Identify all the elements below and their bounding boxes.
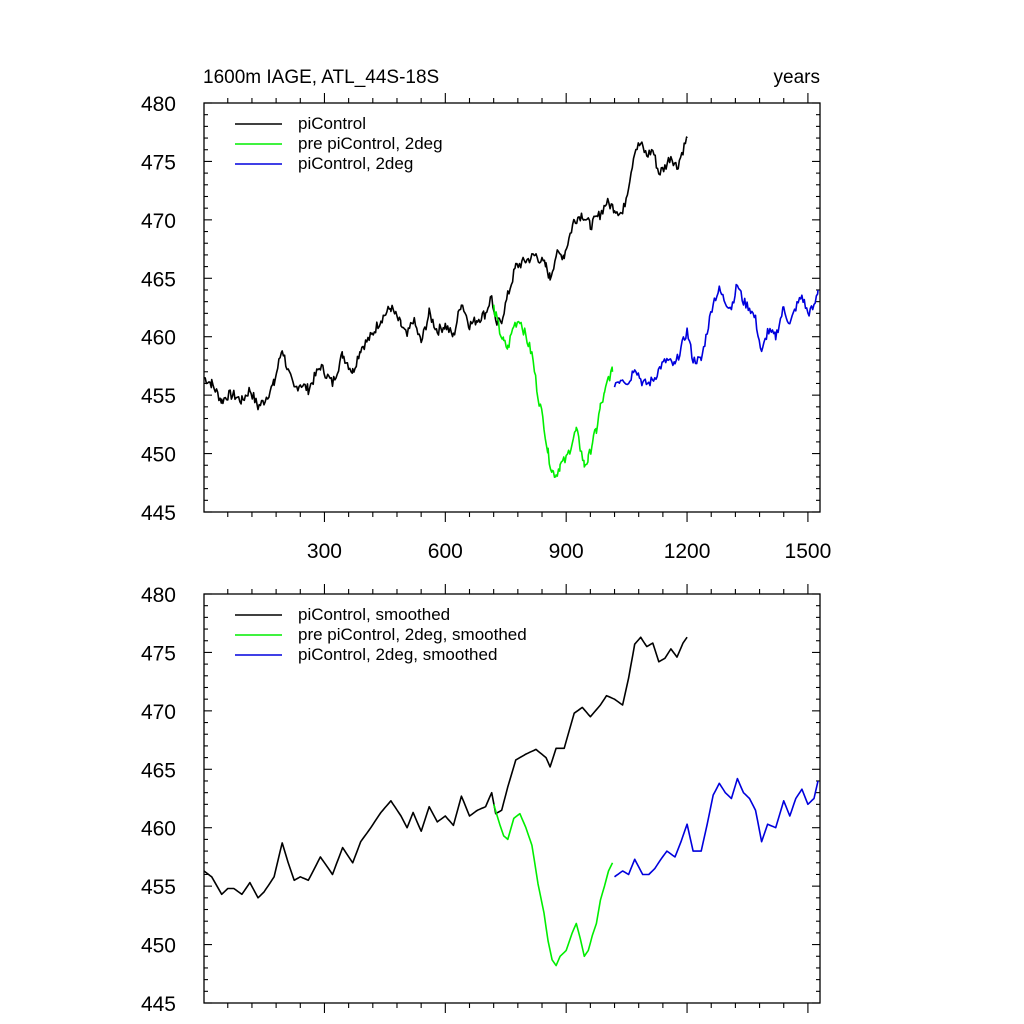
series-line-piControl-2deg [614, 777, 819, 878]
x-tick-label: 1200 [664, 540, 711, 563]
y-tick-label: 470 [141, 210, 176, 233]
y-tick-label: 470 [141, 701, 176, 724]
y-tick-label: 465 [141, 268, 176, 291]
x-tick-label: 300 [307, 540, 342, 563]
y-tick-label: 455 [141, 385, 176, 408]
y-tick-label: 450 [141, 444, 176, 467]
y-tick-label: 480 [141, 93, 176, 116]
legend-entry: pre piControl, 2deg [298, 134, 443, 153]
y-tick-label: 460 [141, 327, 176, 350]
series-line-pre-2deg [492, 804, 614, 967]
top-panel: 445 450 455 460 465 470 475 480 300 600 900 1200 150… [141, 93, 831, 563]
figure-title: 1600m IAGE, ATL_44S-18S [203, 67, 439, 88]
series-line-piControl [203, 136, 688, 411]
y-tick-label: 445 [141, 502, 176, 525]
series-line-piControl-2deg [613, 283, 819, 388]
series-line-pre-2deg [492, 304, 614, 478]
legend-entry: pre piControl, 2deg, smoothed [298, 625, 527, 644]
plot-frame [203, 593, 821, 1004]
x-tick-label: 900 [549, 540, 584, 563]
y-tick-label: 450 [141, 935, 176, 958]
legend-entry: piControl, 2deg, smoothed [298, 645, 497, 664]
y-tick-label: 455 [141, 876, 176, 899]
y-tick-label: 480 [141, 584, 176, 607]
y-tick-label: 445 [141, 993, 176, 1016]
series-line-piControl [203, 636, 688, 899]
y-tick-label: 465 [141, 759, 176, 782]
y-tick-label: 460 [141, 818, 176, 841]
x-axis-units-label: years [774, 67, 820, 88]
legend-entry: piControl, smoothed [298, 605, 450, 624]
plot-frame [203, 102, 821, 513]
x-tick-label: 600 [428, 540, 463, 563]
legend-entry: piControl [298, 114, 366, 133]
y-tick-label: 475 [141, 151, 176, 174]
legend-entry: piControl, 2deg [298, 154, 413, 173]
y-tick-label: 475 [141, 642, 176, 665]
bottom-panel: 445 450 455 460 465 470 475 480 piControl, smoot… [141, 584, 821, 1016]
x-tick-label: 1500 [785, 540, 832, 563]
